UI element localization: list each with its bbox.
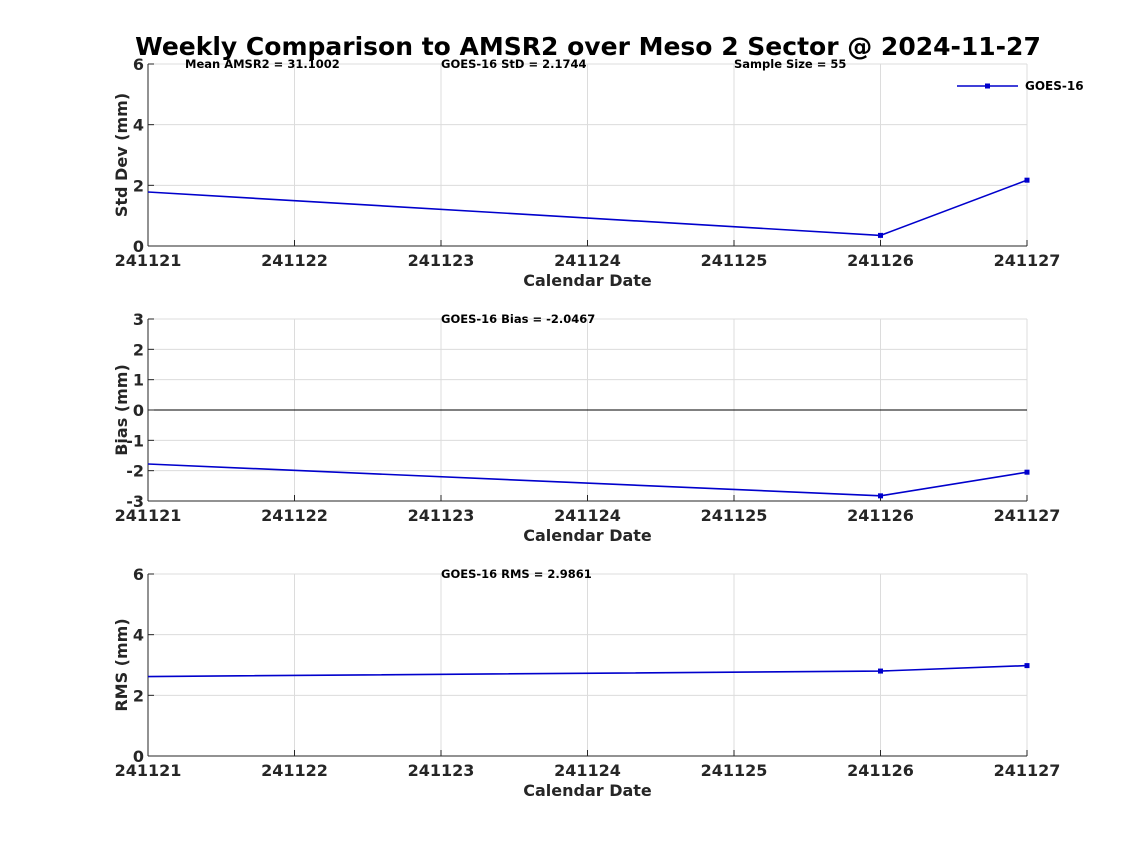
x-tick-label: 241125 <box>701 761 768 780</box>
x-tick-label: 241126 <box>847 251 914 270</box>
x-tick-label: 241124 <box>554 251 621 270</box>
y-tick-label: 4 <box>133 626 144 645</box>
x-tick-label: 241121 <box>115 761 182 780</box>
x-axis-label: Calendar Date <box>523 271 652 290</box>
y-tick-label: -1 <box>126 431 144 450</box>
x-axis-label: Calendar Date <box>523 526 652 545</box>
x-tick-label: 241127 <box>994 506 1061 525</box>
x-tick-label: 241124 <box>554 506 621 525</box>
data-point <box>1024 177 1030 183</box>
y-tick-label: 0 <box>133 747 144 766</box>
legend: GOES-16 <box>957 79 1084 93</box>
panel-std: 0 2 4 6 241121 241122 241123 241124 241125 241126… <box>112 55 1084 290</box>
y-tick-label: 6 <box>133 55 144 74</box>
x-tick-label: 241127 <box>994 761 1061 780</box>
data-point <box>878 232 883 238</box>
stat-annotation: GOES-16 Bias = -2.0467 <box>441 312 595 326</box>
x-tick-label: 241123 <box>408 506 475 525</box>
x-tick-label: 241122 <box>261 251 328 270</box>
data-point <box>878 668 883 674</box>
y-tick-label: 4 <box>133 116 144 135</box>
y-tick-label: 0 <box>133 401 144 420</box>
stat-annotation: Mean AMSR2 = 31.1002 <box>185 57 340 71</box>
y-tick-label: 2 <box>133 686 144 705</box>
legend-marker <box>985 83 990 89</box>
y-tick-label: 2 <box>133 340 144 359</box>
y-tick-label: 0 <box>133 237 144 256</box>
x-tick-label: 241125 <box>701 251 768 270</box>
x-tick-label: 241124 <box>554 761 621 780</box>
x-tick-label: 241123 <box>408 251 475 270</box>
x-tick-label: 241127 <box>994 251 1061 270</box>
data-point <box>1024 663 1030 669</box>
figure-title: Weekly Comparison to AMSR2 over Meso 2 S… <box>135 32 1041 61</box>
data-point <box>1024 469 1030 475</box>
y-tick-label: 6 <box>133 565 144 584</box>
y-tick-label: -3 <box>126 492 144 511</box>
x-axis-label: Calendar Date <box>523 781 652 800</box>
y-tick-label: 3 <box>133 310 144 329</box>
x-tick-label: 241122 <box>261 506 328 525</box>
panels: 0 2 4 6 241121 241122 241123 241124 241125 241126… <box>112 55 1084 800</box>
x-tick-label: 241121 <box>115 251 182 270</box>
y-tick-label: 2 <box>133 176 144 195</box>
x-tick-label: 241121 <box>115 506 182 525</box>
stat-annotation: Sample Size = 55 <box>734 57 846 71</box>
x-tick-label: 241123 <box>408 761 475 780</box>
y-tick-label: 1 <box>133 371 144 390</box>
x-tick-label: 241125 <box>701 506 768 525</box>
x-tick-label: 241126 <box>847 506 914 525</box>
panel-rms: 0 2 4 6 241121 241122 241123 241124 241125 241126… <box>112 565 1060 800</box>
x-tick-label: 241126 <box>847 761 914 780</box>
panel-bias: -3 -2 -1 0 1 2 3 241121 241122 241123 241124 241125… <box>112 310 1060 545</box>
y-axis-label: Bias (mm) <box>112 364 131 456</box>
y-axis-label: Std Dev (mm) <box>112 93 131 217</box>
data-point <box>878 493 883 499</box>
stat-annotation: GOES-16 StD = 2.1744 <box>441 57 586 71</box>
x-tick-label: 241122 <box>261 761 328 780</box>
y-tick-label: -2 <box>126 462 144 481</box>
stat-annotation: GOES-16 RMS = 2.9861 <box>441 567 592 581</box>
legend-label: GOES-16 <box>1025 79 1084 93</box>
y-axis-label: RMS (mm) <box>112 618 131 711</box>
